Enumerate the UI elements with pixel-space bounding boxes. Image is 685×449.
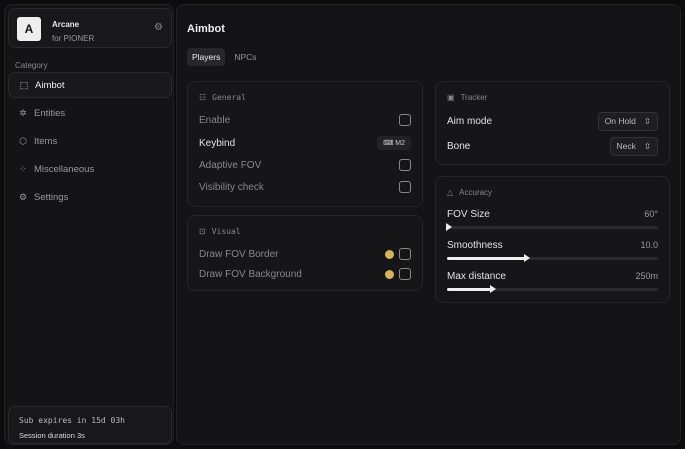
slider-thumb[interactable]	[490, 285, 497, 293]
enable-checkbox[interactable]	[399, 114, 411, 126]
main-panel: Aimbot Players NPCs ☷ General Enable Keyb…	[176, 4, 681, 445]
keybind-button[interactable]: ⌨ M2	[377, 136, 411, 150]
slider-label: Max distance	[447, 271, 506, 282]
keybind-value: M2	[395, 140, 405, 147]
crosshair-icon: ⬚	[19, 79, 29, 90]
accuracy-card: △ Accuracy FOV Size 60° Smoothness 10.0 Max…	[435, 176, 670, 303]
fov-background-label: Draw FOV Background	[199, 268, 302, 280]
slider-label: FOV Size	[447, 209, 490, 220]
slider-label: Smoothness	[447, 240, 503, 251]
profile-card: A Arcane for PIONER ⚙	[8, 8, 172, 48]
app-logo: A	[17, 17, 41, 41]
sidebar-item-label: Settings	[34, 191, 69, 203]
bone-label: Bone	[447, 140, 471, 152]
gear-icon: ⚙	[18, 191, 28, 202]
fov-background-checkbox[interactable]	[399, 268, 411, 280]
slider-value: 10.0	[640, 240, 658, 250]
sidebar-item-settings[interactable]: ⚙ Settings	[8, 184, 172, 210]
slider-track[interactable]	[447, 285, 658, 293]
slider-thumb[interactable]	[446, 223, 452, 231]
box-icon: ⬡	[19, 135, 27, 146]
sidebar: A Arcane for PIONER ⚙ Category ⬚ Aimbot ✲ E…	[4, 4, 174, 445]
aim-mode-label: Aim mode	[447, 115, 493, 127]
entities-icon: ✲	[19, 107, 27, 118]
sidebar-item-entities[interactable]: ✲ Entities	[8, 100, 172, 126]
visual-card: ⊡ Visual Draw FOV Border Draw FOV Backgro…	[187, 215, 423, 291]
general-card: ☷ General Enable Keybind ⌨ M2 Adaptive FOV…	[187, 81, 423, 207]
sidebar-item-aimbot[interactable]: ⬚ Aimbot	[8, 72, 172, 98]
visual-icon: ⊡	[199, 227, 206, 236]
fov-border-label: Draw FOV Border	[199, 248, 279, 260]
background-color-swatch[interactable]	[385, 269, 394, 279]
aim-mode-value: On Hold	[604, 115, 636, 126]
adaptive-fov-checkbox[interactable]	[399, 159, 411, 171]
category-label: Category	[15, 61, 48, 70]
session-duration: Session duration 3s	[19, 431, 85, 440]
enable-label: Enable	[199, 114, 231, 126]
border-color-swatch[interactable]	[385, 249, 394, 259]
visibility-label: Visibility check	[199, 181, 264, 193]
visibility-checkbox[interactable]	[399, 181, 411, 193]
select-icon: ⇳	[643, 115, 651, 126]
fov-border-checkbox[interactable]	[399, 248, 411, 260]
aim-mode-select[interactable]: On Hold ⇳	[597, 111, 658, 131]
select-icon: ⇳	[643, 140, 651, 151]
grid-icon: ⁘	[19, 163, 27, 174]
card-title: Visual	[211, 227, 241, 236]
slider-track[interactable]	[446, 223, 658, 231]
keybind-label: Keybind	[199, 137, 236, 149]
adaptive-fov-label: Adaptive FOV	[199, 159, 262, 171]
sidebar-item-items[interactable]: ⬡ Items	[8, 128, 172, 154]
card-title: General	[212, 93, 246, 102]
list-icon: ☷	[199, 93, 207, 102]
card-title: Tracker	[460, 93, 488, 102]
slider-value: 60°	[644, 209, 658, 219]
tracker-icon: ▣	[447, 93, 455, 102]
page-title: Aimbot	[187, 23, 225, 35]
sub-expiry: Sub expires in 15d 03h	[19, 416, 125, 425]
sidebar-item-label: Items	[34, 135, 58, 147]
card-title: Accuracy	[459, 188, 493, 197]
tracker-card: ▣ Tracker Aim mode On Hold ⇳ Bone Neck ⇳	[435, 81, 670, 165]
settings-gear-icon[interactable]: ⚙	[154, 22, 163, 33]
tab-npcs[interactable]: NPCs	[234, 52, 257, 62]
app-name: Arcane	[52, 20, 80, 29]
sidebar-item-label: Entities	[34, 107, 66, 119]
triangle-icon: △	[447, 188, 454, 197]
sidebar-item-label: Miscellaneous	[34, 163, 95, 175]
slider-fill	[447, 288, 492, 291]
slider-fill	[447, 257, 526, 260]
tab-players[interactable]: Players	[187, 48, 226, 66]
slider-track[interactable]	[447, 254, 658, 262]
app-subtitle: for PIONER	[52, 34, 95, 43]
slider-value: 250m	[635, 271, 658, 281]
slider-thumb[interactable]	[524, 254, 531, 262]
bone-select[interactable]: Neck ⇳	[609, 136, 658, 156]
subscription-info: Sub expires in 15d 03h Session duration …	[8, 406, 172, 444]
sidebar-item-miscellaneous[interactable]: ⁘ Miscellaneous	[8, 156, 172, 182]
sidebar-item-label: Aimbot	[35, 79, 65, 91]
bone-value: Neck	[616, 140, 636, 151]
keyboard-icon: ⌨	[383, 140, 396, 147]
